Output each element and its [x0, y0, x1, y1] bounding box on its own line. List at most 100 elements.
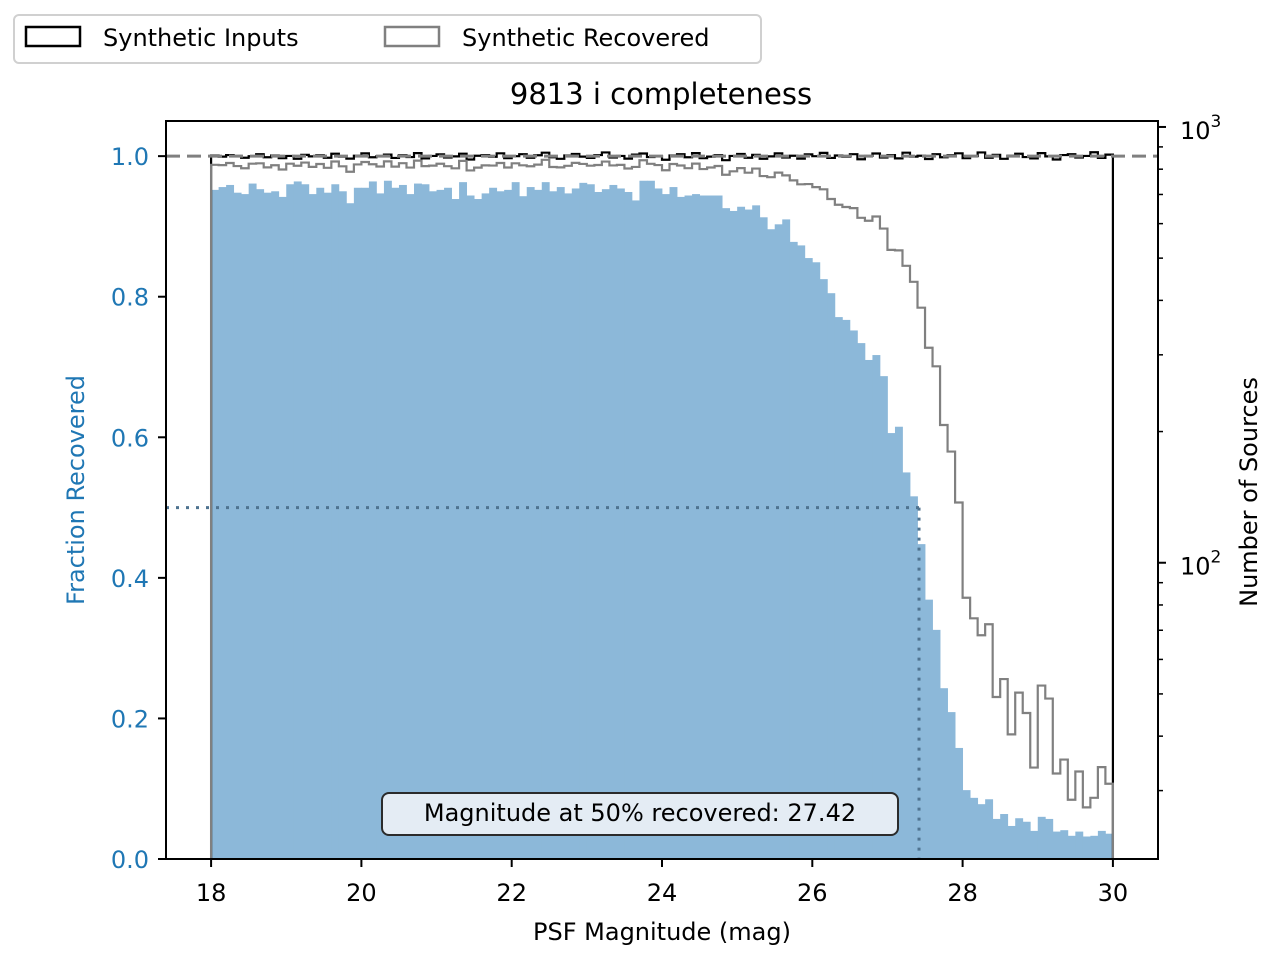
fraction-bar: [692, 194, 700, 859]
right-y-axis-label: Number of Sources: [1235, 377, 1263, 607]
fraction-bar: [489, 187, 498, 859]
fraction-bar: [977, 804, 986, 859]
fraction-bar: [211, 189, 220, 859]
fraction-bar: [436, 189, 445, 859]
fraction-bar: [571, 188, 580, 859]
fraction-bar: [804, 258, 813, 859]
y-tick-label: 0.2: [111, 705, 149, 733]
fraction-bar: [1022, 821, 1031, 859]
fraction-bar: [594, 191, 603, 859]
fraction-bar: [459, 182, 468, 860]
fraction-bar: [1052, 831, 1061, 859]
x-axis-label: PSF Magnitude (mag): [533, 918, 791, 946]
fraction-bar: [481, 193, 490, 859]
fraction-bar: [601, 189, 610, 860]
fraction-bar: [1015, 818, 1024, 859]
fraction-bar: [729, 210, 738, 860]
fraction-bar: [271, 191, 280, 860]
fraction-bar: [526, 187, 535, 859]
y-axis-label: Fraction Recovered: [62, 375, 90, 605]
fraction-bar: [233, 192, 242, 860]
y-axis-ticks: 0.0 0.2 0.4 0.6 0.8 1.0: [111, 143, 166, 874]
fraction-bar: [774, 224, 783, 859]
y-tick-label: 0.0: [111, 846, 149, 874]
fraction-bar: [662, 194, 670, 859]
fraction-bar: [955, 747, 964, 859]
fraction-bar: [496, 191, 505, 860]
fraction-bar: [684, 195, 693, 859]
fraction-bar: [1045, 818, 1054, 859]
legend-swatch-recovered: [383, 25, 441, 48]
fraction-bar: [737, 206, 746, 860]
x-tick-label: 30: [1098, 879, 1129, 907]
fraction-bar: [827, 293, 836, 859]
fraction-bar: [699, 195, 708, 859]
fraction-bar: [586, 184, 595, 859]
fraction-bar: [549, 191, 558, 860]
fraction-bar: [414, 183, 422, 859]
fraction-bar: [1060, 830, 1069, 859]
legend-swatch-inputs: [24, 25, 82, 48]
fraction-bar: [834, 317, 843, 859]
recovered-histogram-line: [209, 158, 1115, 859]
fraction-bar: [752, 205, 761, 860]
fraction-bar: [1075, 831, 1084, 859]
fraction-bar: [669, 187, 678, 859]
y-tick-label: 0.4: [111, 565, 149, 593]
fraction-bar: [248, 183, 257, 859]
x-tick-label: 22: [496, 879, 527, 907]
fraction-bar: [910, 496, 918, 859]
fraction-bar: [925, 599, 933, 859]
fraction-bar: [353, 187, 362, 859]
x-tick-label: 26: [797, 879, 828, 907]
x-axis-ticks: 18 20 22 24 26 28 30: [196, 859, 1128, 907]
fraction-bar: [857, 343, 866, 859]
fraction-bar: [308, 194, 317, 859]
fraction-bar: [992, 818, 1001, 859]
fraction-bar: [368, 181, 377, 860]
fraction-bar: [879, 376, 888, 859]
fraction-bar: [616, 188, 625, 859]
fraction-bar: [624, 191, 633, 859]
fraction-bar: [842, 319, 851, 859]
fraction-bar: [564, 193, 573, 859]
fraction-bar: [722, 208, 731, 859]
fraction-bar: [391, 187, 400, 859]
right-tick-label: 102: [1180, 548, 1221, 581]
fraction-bar: [278, 196, 287, 859]
fraction-bar: [902, 472, 911, 859]
fraction-bar: [286, 184, 295, 859]
fraction-bar: [504, 189, 513, 859]
fraction-bar: [331, 184, 340, 859]
fraction-bar: [1007, 825, 1016, 859]
fraction-bars: [211, 180, 1114, 860]
fraction-bar: [1067, 835, 1076, 859]
fraction-bar: [932, 629, 941, 859]
fraction-bar: [226, 184, 235, 859]
legend-label-recovered: Synthetic Recovered: [462, 24, 710, 52]
fraction-bar: [579, 182, 588, 859]
fraction-bar: [1030, 830, 1039, 859]
fraction-bar: [263, 192, 272, 860]
y-tick-label: 0.6: [111, 424, 149, 452]
fraction-bar: [654, 188, 663, 859]
legend-frame: [13, 14, 762, 64]
fraction-bar: [376, 193, 385, 859]
right-tick-base: 10: [1180, 117, 1211, 145]
fraction-bar: [646, 180, 655, 859]
annotation-frame: [381, 792, 899, 836]
x-tick-label: 28: [947, 879, 978, 907]
fraction-bar: [894, 426, 903, 859]
fraction-bar: [398, 184, 407, 859]
fraction-bar: [1082, 836, 1091, 859]
fraction-bar: [789, 241, 798, 860]
annotation-text: Magnitude at 50% recovered: 27.42: [424, 799, 856, 827]
right-tick-exponent: 3: [1211, 112, 1222, 132]
fraction-bar: [1037, 816, 1046, 859]
right-tick-base: 10: [1180, 553, 1211, 581]
fraction-bar: [421, 184, 430, 859]
fraction-bar: [474, 199, 483, 859]
fraction-bar: [849, 330, 858, 859]
